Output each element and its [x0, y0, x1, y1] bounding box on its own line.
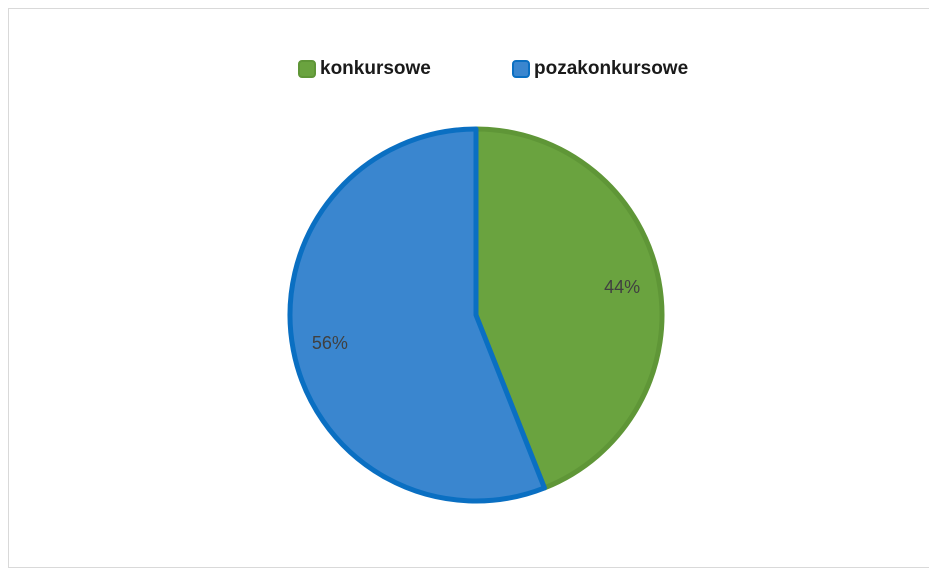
- pie-slice-konkursowe: [473, 126, 665, 491]
- legend: konkursowe pozakonkursowe: [0, 58, 929, 88]
- data-label-konkursowe: 44%: [604, 277, 640, 297]
- legend-label-konkursowe: konkursowe: [320, 58, 431, 79]
- pie-slices: [287, 126, 665, 504]
- data-label-pozakonkursowe: 56%: [312, 333, 348, 353]
- pie-data-labels: 44% 56%: [312, 277, 640, 353]
- legend-swatch-konkursowe: [298, 60, 316, 78]
- legend-label-pozakonkursowe: pozakonkursowe: [534, 58, 689, 79]
- legend-item-pozakonkursowe: pozakonkursowe: [512, 58, 688, 80]
- legend-item-konkursowe: konkursowe: [298, 58, 431, 80]
- pie-slice-pozakonkursowe: [287, 126, 547, 504]
- legend-swatch-pozakonkursowe: [512, 60, 530, 78]
- pie-chart: 44% 56%: [287, 126, 665, 504]
